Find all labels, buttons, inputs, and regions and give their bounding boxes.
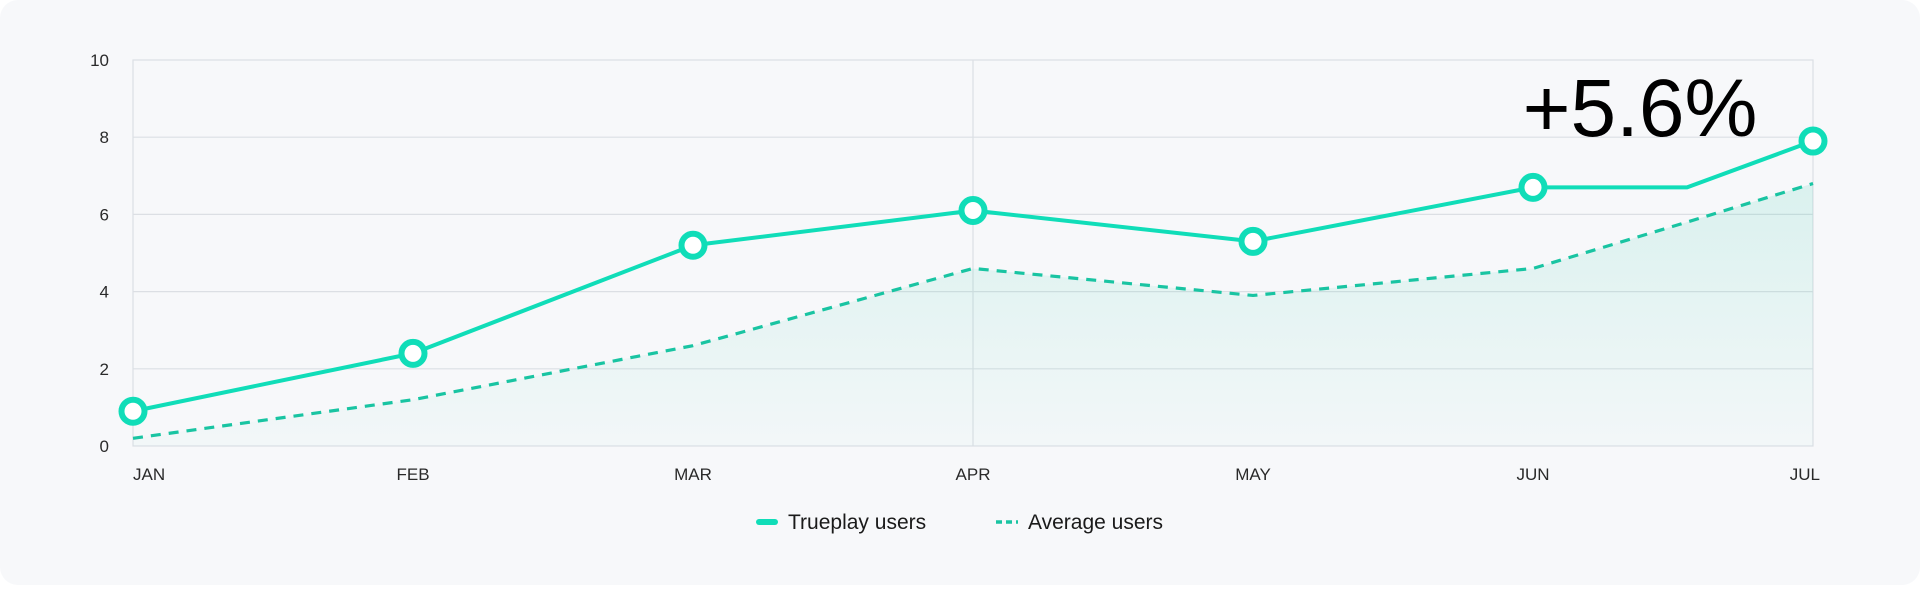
x-tick-label: MAR xyxy=(674,465,712,484)
series-lines xyxy=(131,139,1815,440)
trueplay-users-point xyxy=(678,230,708,260)
x-tick-label: JUN xyxy=(1516,465,1549,484)
legend: Trueplay users Average users xyxy=(756,511,1163,534)
x-tick-label: APR xyxy=(956,465,991,484)
y-tick-label: 0 xyxy=(100,437,109,456)
x-tick-label: JUL xyxy=(1790,465,1820,484)
y-tick-label: 2 xyxy=(100,360,109,379)
average-users-line xyxy=(132,181,1814,440)
trueplay-users-point xyxy=(958,196,988,226)
growth-annotation: +5.6% xyxy=(1523,63,1758,154)
y-tick-label: 4 xyxy=(100,283,109,302)
average-legend-label: Average users xyxy=(1028,511,1163,534)
trueplay-legend-label: Trueplay users xyxy=(788,511,926,534)
trueplay-users-point xyxy=(398,338,428,368)
x-tick-label: FEB xyxy=(396,465,429,484)
trueplay-users-line xyxy=(131,139,1815,414)
y-tick-label: 10 xyxy=(90,51,109,70)
x-tick-label: JAN xyxy=(133,465,165,484)
axis-labels: 0 2 4 6 8 10 JAN FEB MAR APR MAY JUN JUL xyxy=(90,51,1820,484)
trueplay-users-point xyxy=(118,396,148,426)
average-users-area xyxy=(133,183,1813,446)
trueplay-users-point xyxy=(1238,226,1268,256)
trueplay-users-point xyxy=(1518,172,1548,202)
y-tick-label: 6 xyxy=(100,205,109,224)
trueplay-users-point xyxy=(1798,126,1828,156)
x-tick-label: MAY xyxy=(1235,465,1271,484)
area-layer xyxy=(133,183,1813,446)
series-markers xyxy=(118,126,1828,426)
y-tick-label: 8 xyxy=(100,128,109,147)
